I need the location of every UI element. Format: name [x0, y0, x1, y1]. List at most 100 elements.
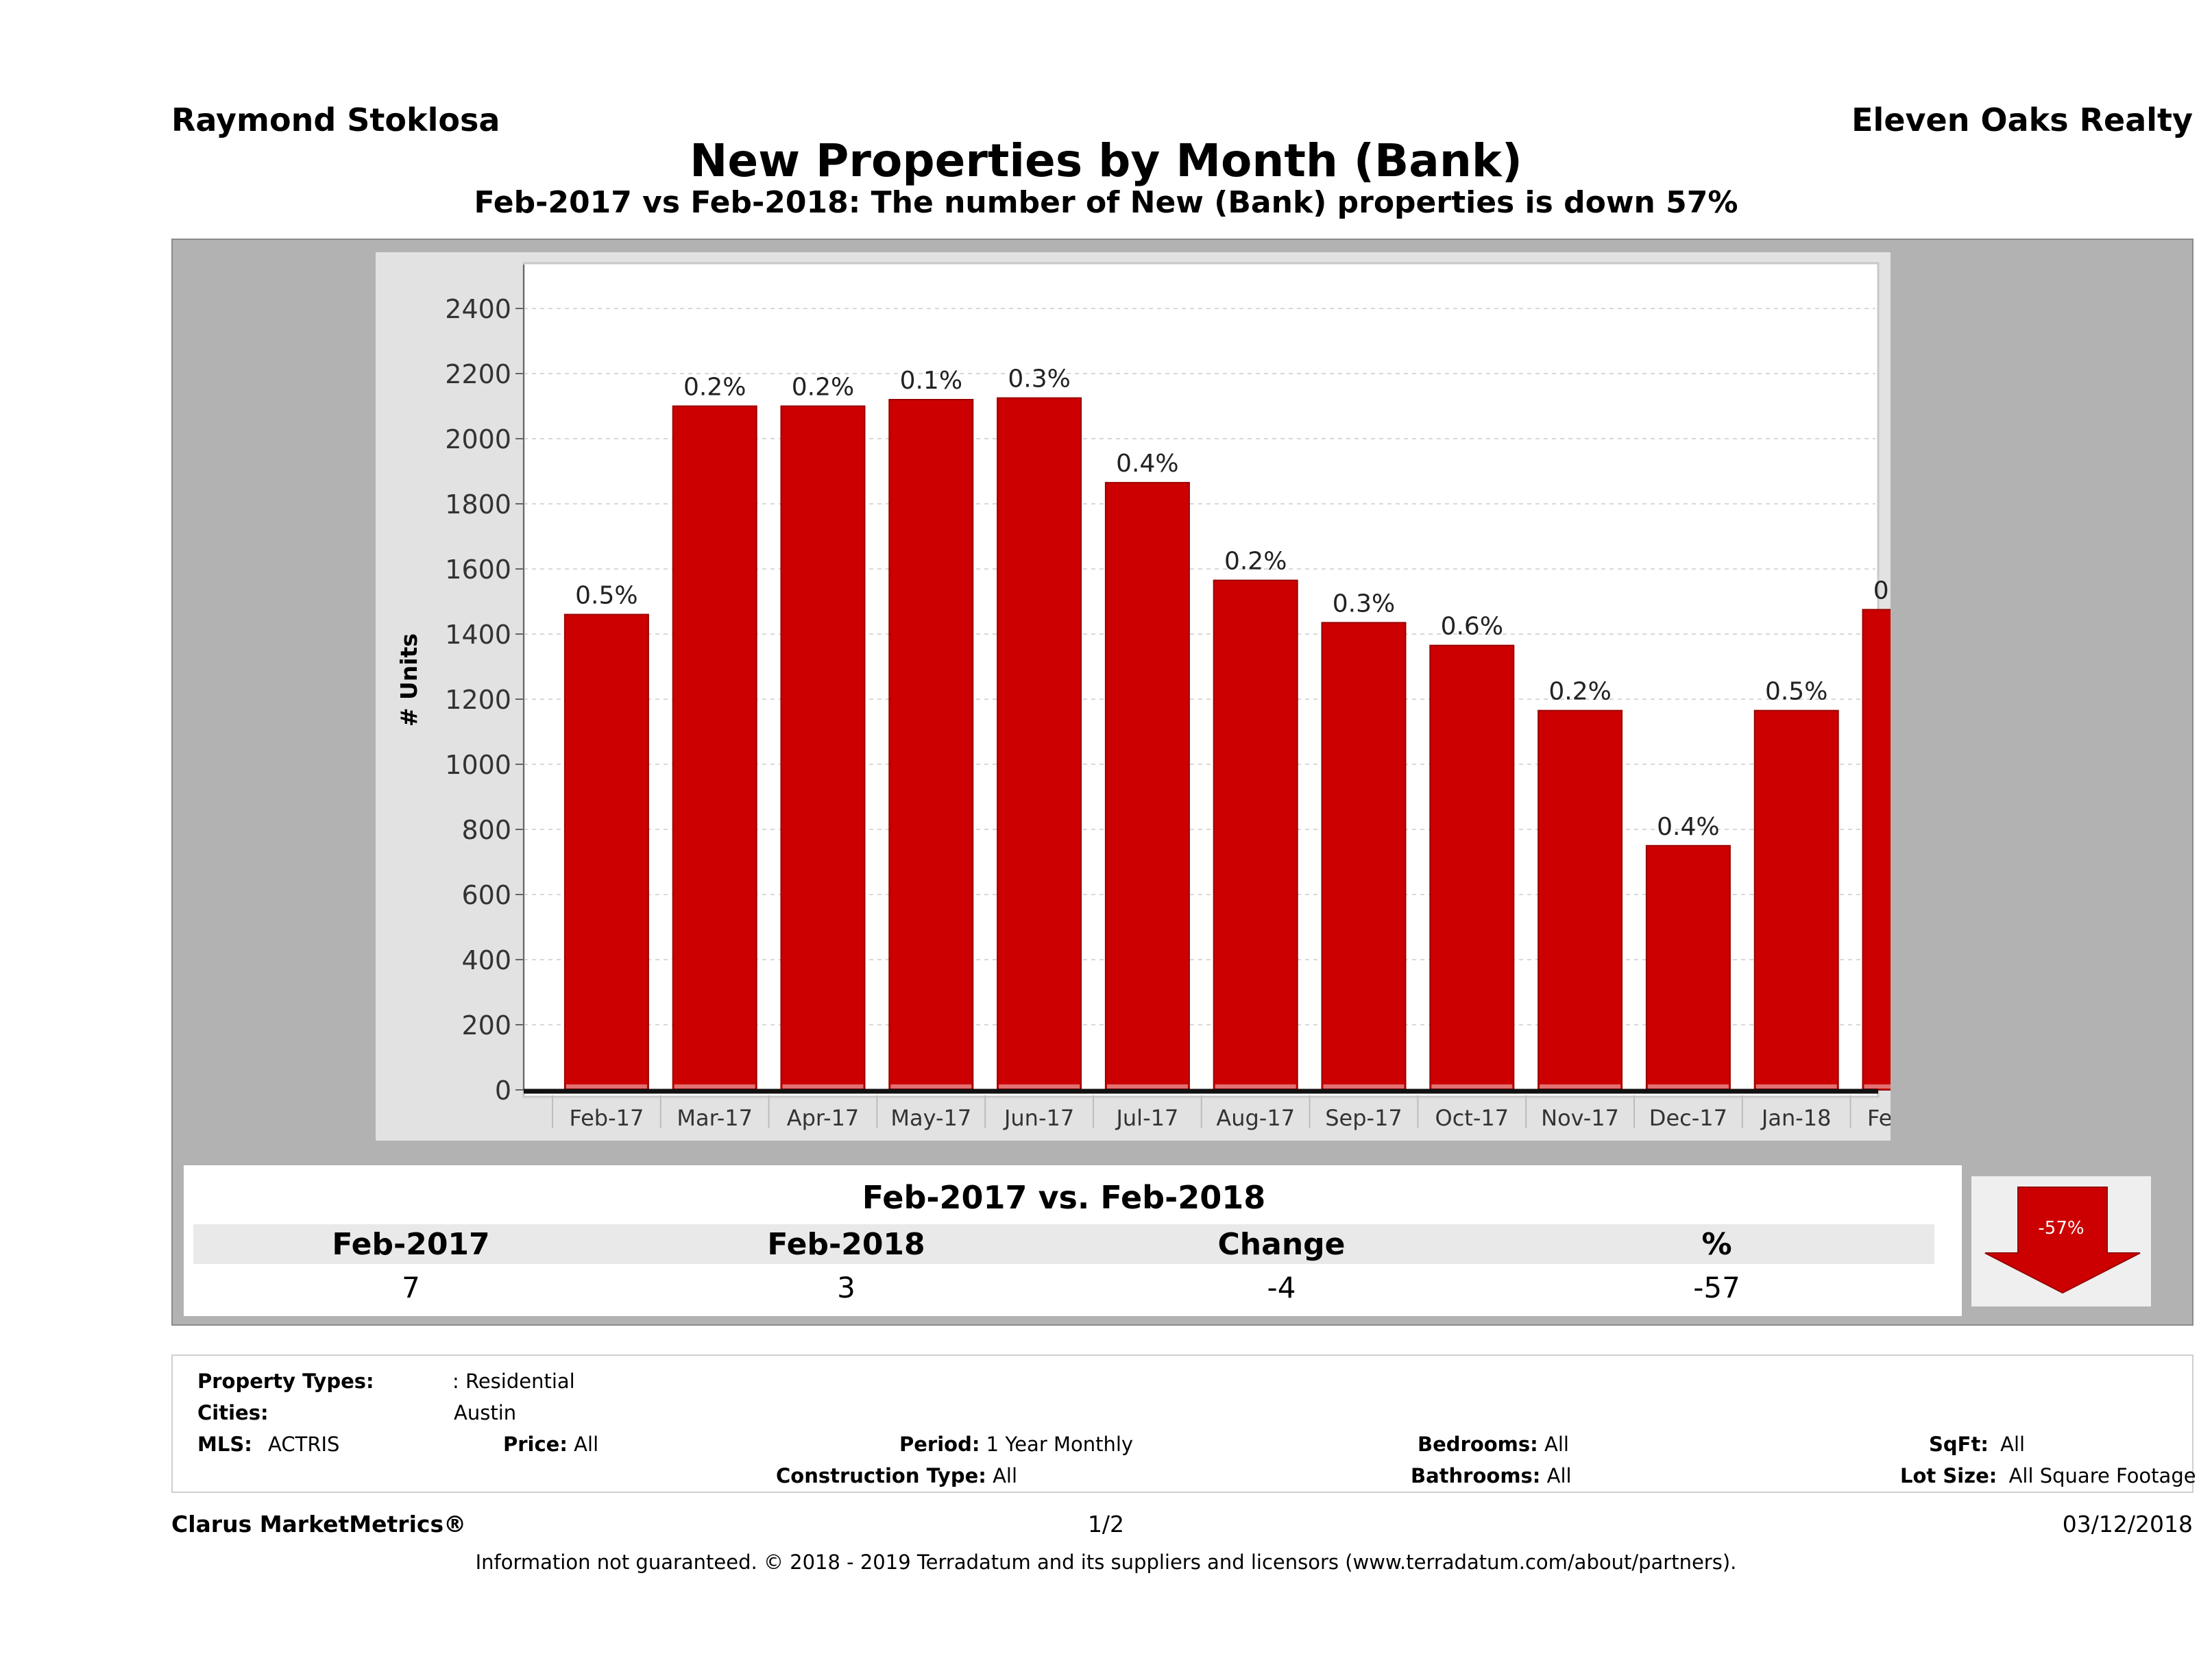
mls-value: ACTRIS	[268, 1433, 340, 1456]
x-tick-label: Mar-17	[677, 1105, 753, 1131]
y-tick-label: 1600	[445, 555, 511, 585]
lot-size-label: Lot Size:	[1900, 1464, 1997, 1487]
y-axis: 0 200 400 600 800 1000 1200 1400 1600 1800 2000 220…	[445, 265, 524, 1106]
change-badge: -57%	[1971, 1176, 2151, 1306]
bar-data-label: 0.4%	[1116, 450, 1178, 478]
bar-data-label: 0.3%	[1333, 589, 1395, 618]
bar-data-label: 0.2%	[1224, 548, 1287, 576]
bar	[1538, 709, 1623, 1091]
summary-value-change: -4	[1064, 1269, 1499, 1305]
summary-value-feb-2017: 7	[193, 1269, 629, 1305]
x-axis: Feb-17 Mar-17 Apr-17 May-17 Jun-17 Jul-17 Aug-…	[524, 1089, 1891, 1131]
bar-data-label: 0.2%	[683, 374, 746, 402]
bar-base	[566, 1084, 647, 1089]
bathrooms-value: All	[1546, 1464, 1572, 1487]
bar-data-label: 0.6%	[1441, 613, 1503, 641]
x-tick-label: Aug-17	[1216, 1105, 1295, 1131]
filter-criteria: Property Types: : Residential Cities: Au…	[171, 1354, 2196, 1493]
x-tick-label: Feb-17	[569, 1105, 644, 1131]
period-value: 1 Year Monthly	[986, 1433, 1134, 1456]
cities-label: Cities:	[197, 1401, 269, 1424]
bar	[1104, 482, 1190, 1091]
property-types-label: Property Types:	[197, 1370, 374, 1393]
bars: 0.5% 0.2% 0.2% 0.1% 0.3% 0.4% 0.2% 0.3% 0.6% 0.2%…	[563, 365, 1891, 1091]
sqft-label: SqFt:	[1929, 1433, 1989, 1456]
bar-data-label: 0.2%	[1873, 576, 1891, 605]
summary-header-feb-2017: Feb-2017	[193, 1224, 629, 1264]
bedrooms-value: All	[1544, 1433, 1569, 1456]
bar-data-label: 0.4%	[1657, 813, 1719, 841]
chart-title: New Properties by Month (Bank)	[690, 134, 1522, 187]
x-tick-label: Jun-17	[1003, 1105, 1074, 1131]
x-tick-label: Feb-18	[1867, 1105, 1891, 1131]
x-tick-label: Nov-17	[1541, 1105, 1619, 1131]
summary-title: Feb-2017 vs. Feb-2018	[193, 1176, 1934, 1219]
bar-data-label: 0.5%	[1765, 678, 1827, 706]
x-tick-label: Jul-17	[1115, 1105, 1178, 1131]
price-label: Price:	[503, 1433, 568, 1456]
mls-label: MLS:	[197, 1433, 252, 1456]
bar-data-label: 0.1%	[900, 367, 962, 395]
bar-chart: 0 200 400 600 800 1000 1200 1400 1600 1800 2000 220…	[376, 252, 1891, 1141]
bar-base	[1864, 1084, 1891, 1089]
sqft-value: All	[2000, 1433, 2026, 1456]
x-tick-label: Jan-18	[1760, 1105, 1832, 1131]
bar-data-label: 0.3%	[1008, 365, 1070, 393]
bar	[780, 405, 866, 1091]
bar	[1862, 609, 1891, 1091]
bar	[1645, 844, 1731, 1091]
bar	[1753, 709, 1839, 1091]
bar-base	[1431, 1084, 1513, 1089]
chart-subtitle: Feb-2017 vs Feb-2018: The number of New …	[474, 185, 1738, 220]
bar	[1213, 579, 1298, 1091]
x-tick-label: Dec-17	[1649, 1105, 1727, 1131]
bar-base	[999, 1084, 1080, 1089]
y-tick-label: 400	[461, 945, 511, 975]
bar-base	[782, 1084, 864, 1089]
bathrooms-label: Bathrooms:	[1411, 1464, 1541, 1487]
x-tick-label: Apr-17	[787, 1105, 860, 1131]
y-tick-label: 800	[461, 815, 511, 845]
x-tick-label: Sep-17	[1325, 1105, 1402, 1131]
bar-base	[1540, 1084, 1621, 1089]
summary-header-change: Change	[1064, 1224, 1499, 1264]
bar-data-label: 0.2%	[1548, 678, 1611, 706]
price-value: All	[574, 1433, 599, 1456]
y-tick-label: 600	[461, 880, 511, 910]
bar-base	[1755, 1084, 1837, 1089]
bar	[997, 397, 1082, 1091]
bar	[888, 399, 974, 1091]
y-axis-label: # Units	[396, 633, 422, 727]
y-tick-label: 1800	[445, 489, 511, 520]
agent-name: Raymond Stoklosa	[171, 101, 500, 138]
summary-value-feb-2018: 3	[629, 1269, 1064, 1305]
y-tick-label: 2200	[445, 359, 511, 389]
y-tick-label: 1200	[445, 685, 511, 715]
bedrooms-label: Bedrooms:	[1418, 1433, 1538, 1456]
cities-value: Austin	[454, 1401, 517, 1424]
summary-header-feb-2018: Feb-2018	[629, 1224, 1064, 1264]
construction-type-value: All	[993, 1464, 1018, 1487]
bar-base	[1106, 1084, 1188, 1089]
y-tick-label: 200	[461, 1010, 511, 1041]
lot-size-value: All Square Footage	[2008, 1464, 2196, 1487]
summary-value-percent: -57	[1499, 1269, 1934, 1305]
bar-data-label: 0.5%	[575, 582, 637, 610]
x-tick-label: Oct-17	[1435, 1105, 1509, 1131]
bar-base	[1323, 1084, 1405, 1089]
bar	[1321, 622, 1407, 1091]
x-tick-label: May-17	[890, 1105, 971, 1131]
bar	[672, 405, 757, 1091]
change-badge-label: -57%	[2038, 1218, 2084, 1239]
y-tick-label: 1000	[445, 750, 511, 780]
y-tick-label: 0	[495, 1075, 511, 1106]
disclaimer: Information not guaranteed. © 2018 - 201…	[475, 1551, 1737, 1574]
summary-header-percent: %	[1499, 1224, 1934, 1264]
down-arrow-icon: -57%	[1984, 1187, 2141, 1294]
product-name: Clarus MarketMetrics®	[171, 1511, 467, 1537]
y-tick-label: 2400	[445, 294, 511, 324]
bar-base	[674, 1084, 755, 1089]
y-tick-label: 2000	[445, 424, 511, 454]
page-number: 1/2	[1087, 1511, 1125, 1537]
bar-base	[1647, 1084, 1729, 1089]
